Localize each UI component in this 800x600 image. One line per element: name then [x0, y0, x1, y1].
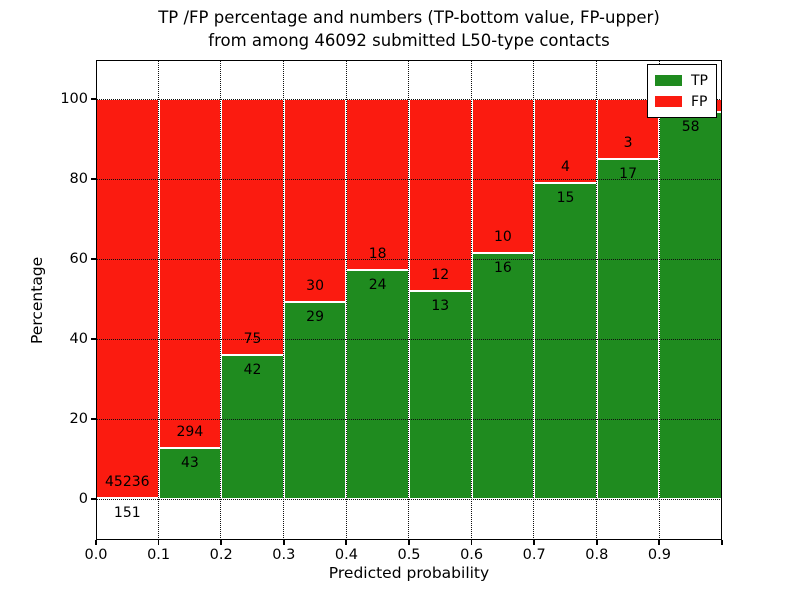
y-tick-mark-2 [91, 338, 96, 340]
x-tick-mark-4 [345, 540, 348, 545]
bar-segment-tp-7 [534, 183, 597, 499]
fp-count-label-2: 75 [243, 331, 262, 348]
x-tick-label-8: 0.8 [585, 547, 609, 563]
y-tick-label-0: 0 [78, 491, 88, 507]
x-tick-mark-0 [95, 540, 97, 545]
bar-segment-fp-0 [96, 99, 159, 498]
x-tick-label-2: 0.2 [209, 547, 233, 563]
tp-count-label-6: 16 [493, 259, 512, 276]
y-tick-label-4: 80 [69, 171, 88, 187]
y-tick-mark-5 [91, 98, 96, 100]
x-tick-mark-2 [220, 540, 222, 545]
x-tick-mark-3 [282, 540, 285, 545]
legend-label-fp: FP [691, 93, 708, 110]
legend-swatch-fp [655, 96, 682, 107]
x-tick-mark-9 [658, 540, 661, 545]
bar-segment-fp-3 [283, 99, 347, 303]
tp-count-label-7: 15 [556, 190, 575, 207]
y-tick-label-2: 40 [69, 331, 88, 347]
y-tick-label-3: 60 [69, 251, 88, 267]
bar-segment-tp-1 [158, 447, 222, 499]
tp-count-label-0: 151 [113, 504, 141, 521]
fp-count-label-1: 294 [176, 423, 204, 440]
tp-count-label-3: 29 [306, 309, 324, 326]
tp-count-label-4: 24 [368, 277, 387, 294]
legend-row-fp: FP [655, 91, 708, 112]
chart-title-line-1: TP /FP percentage and numbers (TP-bottom… [158, 8, 660, 27]
bar-segment-fp-7 [534, 99, 597, 184]
x-axis-label: Predicted probability [328, 564, 490, 582]
fp-count-label-3: 30 [306, 278, 324, 295]
legend-label-tp: TP [691, 72, 708, 89]
x-tick-label-1: 0.1 [147, 547, 171, 563]
v-gridline-6 [470, 60, 472, 540]
fp-count-label-0: 45236 [105, 473, 150, 490]
bar-segment-tp-3 [283, 302, 347, 499]
y-tick-label-5: 100 [60, 91, 88, 107]
v-gridline-7 [533, 60, 535, 540]
x-tick-mark-1 [157, 540, 160, 545]
fp-count-label-5: 12 [431, 267, 450, 283]
x-tick-mark-8 [595, 540, 598, 545]
bar-segment-fp-5 [409, 99, 472, 291]
tp-count-label-2: 42 [243, 362, 262, 379]
tp-count-label-8: 17 [619, 166, 637, 182]
bar-segment-fp-2 [221, 99, 284, 356]
x-tick-mark-7 [533, 540, 535, 545]
x-tick-label-7: 0.7 [522, 547, 546, 563]
v-gridline-8 [596, 60, 597, 540]
y-tick-mark-4 [91, 178, 96, 180]
bar-segment-tp-5 [409, 291, 472, 499]
bar-segment-fp-6 [471, 99, 535, 253]
tp-count-label-5: 13 [431, 298, 450, 314]
x-tick-label-5: 0.5 [397, 547, 421, 563]
chart-title-line-2: from among 46092 submitted L50-type cont… [208, 31, 610, 50]
x-tick-label-3: 0.3 [272, 547, 296, 563]
x-tick-mark-5 [408, 540, 410, 545]
y-tick-mark-1 [91, 418, 96, 420]
x-tick-label-6: 0.6 [460, 547, 484, 563]
x-tick-label-9: 0.9 [647, 547, 671, 563]
bar-segment-fp-4 [346, 99, 409, 271]
legend-swatch-tp [655, 75, 682, 86]
legend-row-tp: TP [655, 70, 708, 91]
y-tick-label-1: 20 [69, 411, 88, 427]
y-axis-label: Percentage [28, 256, 46, 344]
y-tick-mark-3 [91, 258, 96, 260]
v-gridline-2 [220, 60, 222, 540]
legend: TP FP [647, 64, 717, 118]
v-gridline-5 [408, 60, 410, 540]
fp-count-label-7: 4 [561, 159, 570, 176]
v-gridline-4 [345, 60, 347, 540]
plot-area: 45236 151 294 43 75 42 30 29 18 24 12 13 10 16 4 15 3 17 5… [96, 60, 722, 540]
fp-count-label-4: 18 [368, 246, 387, 263]
bar-segment-fp-1 [158, 99, 222, 448]
y-tick-mark-0 [91, 498, 96, 500]
fp-count-label-8: 3 [623, 135, 633, 151]
bar-segment-tp-8 [596, 159, 660, 499]
v-gridline-9 [658, 60, 660, 540]
x-tick-mark-6 [470, 540, 473, 545]
x-tick-label-4: 0.4 [334, 547, 358, 563]
bar-segment-tp-6 [471, 252, 535, 499]
v-gridline-1 [157, 60, 159, 540]
bar-segment-tp-4 [346, 270, 409, 499]
v-gridline-3 [283, 60, 284, 540]
tp-count-label-1: 43 [180, 454, 199, 471]
fp-count-label-6: 10 [493, 228, 512, 245]
tp-count-label-9: 58 [681, 119, 700, 136]
x-tick-label-0: 0.0 [84, 547, 108, 563]
x-tick-mark-10 [721, 540, 723, 545]
bar-segment-tp-9 [659, 112, 722, 499]
